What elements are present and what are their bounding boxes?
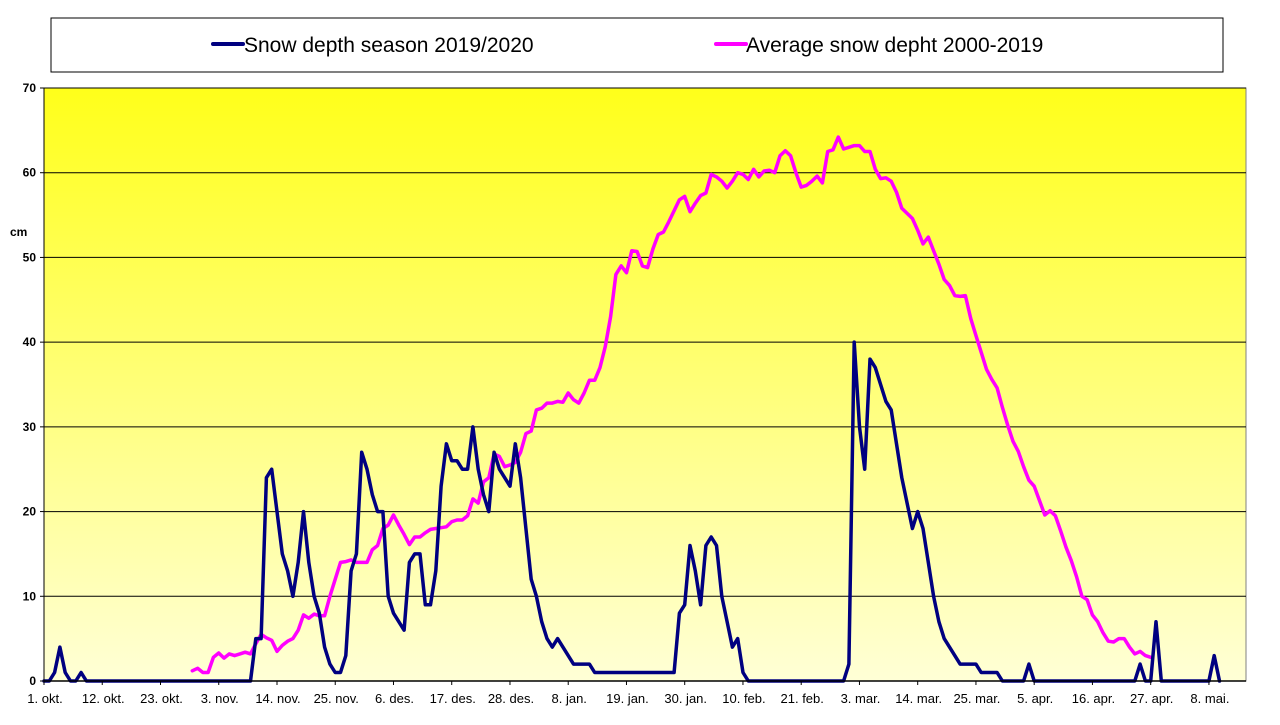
y-tick-label: 60 [23, 166, 37, 180]
x-tick-label: 1. okt. [27, 691, 62, 706]
x-tick-label: 23. okt. [140, 691, 183, 706]
legend: Snow depth season 2019/2020 Average snow… [50, 17, 1224, 73]
x-tick-label: 5. apr. [1017, 691, 1053, 706]
y-tick-label: 30 [23, 420, 37, 434]
x-tick-label: 8. jan. [552, 691, 587, 706]
x-tick-label: 19. jan. [606, 691, 649, 706]
legend-label-series-2: Average snow depht 2000-2019 [746, 34, 1043, 57]
y-tick-label: 20 [23, 505, 37, 519]
y-tick-label: 70 [23, 81, 37, 95]
x-tick-label: 30. jan. [664, 691, 707, 706]
x-tick-label: 10. feb. [722, 691, 765, 706]
y-tick-label: 0 [29, 674, 36, 688]
x-tick-label: 3. nov. [201, 691, 239, 706]
y-axis-label: cm [10, 225, 27, 239]
x-tick-label: 6. des. [375, 691, 414, 706]
x-tick-label: 25. mar. [953, 691, 1000, 706]
y-tick-label: 50 [23, 250, 37, 264]
series-line-1 [42, 340, 1222, 683]
legend-label-series-1: Snow depth season 2019/2020 [244, 34, 534, 57]
x-tick-labels: 1. okt. 12. okt. 23. okt. 3. nov. 14. nov. 25… [27, 681, 1229, 706]
legend-box [50, 17, 1224, 73]
series-layer [42, 135, 1222, 683]
series-line-2 [190, 135, 1153, 675]
plot-area [43, 87, 1247, 682]
y-tick-labels: 0 10 20 30 40 50 60 70 [23, 81, 44, 688]
grid-lines [44, 87, 1246, 597]
x-tick-label: 12. okt. [82, 691, 125, 706]
x-tick-label: 3. mar. [841, 691, 881, 706]
x-tick-label: 17. des. [430, 691, 476, 706]
y-tick-label: 40 [23, 335, 37, 349]
x-tick-label: 16. apr. [1072, 691, 1115, 706]
x-tick-label: 8. mai. [1190, 691, 1229, 706]
x-tick-label: 27. apr. [1130, 691, 1173, 706]
x-tick-label: 14. nov. [255, 691, 300, 706]
x-tick-label: 28. des. [488, 691, 534, 706]
x-tick-label: 21. feb. [781, 691, 824, 706]
x-tick-label: 14. mar. [895, 691, 942, 706]
y-tick-label: 10 [23, 589, 37, 603]
x-tick-label: 25. nov. [314, 691, 359, 706]
